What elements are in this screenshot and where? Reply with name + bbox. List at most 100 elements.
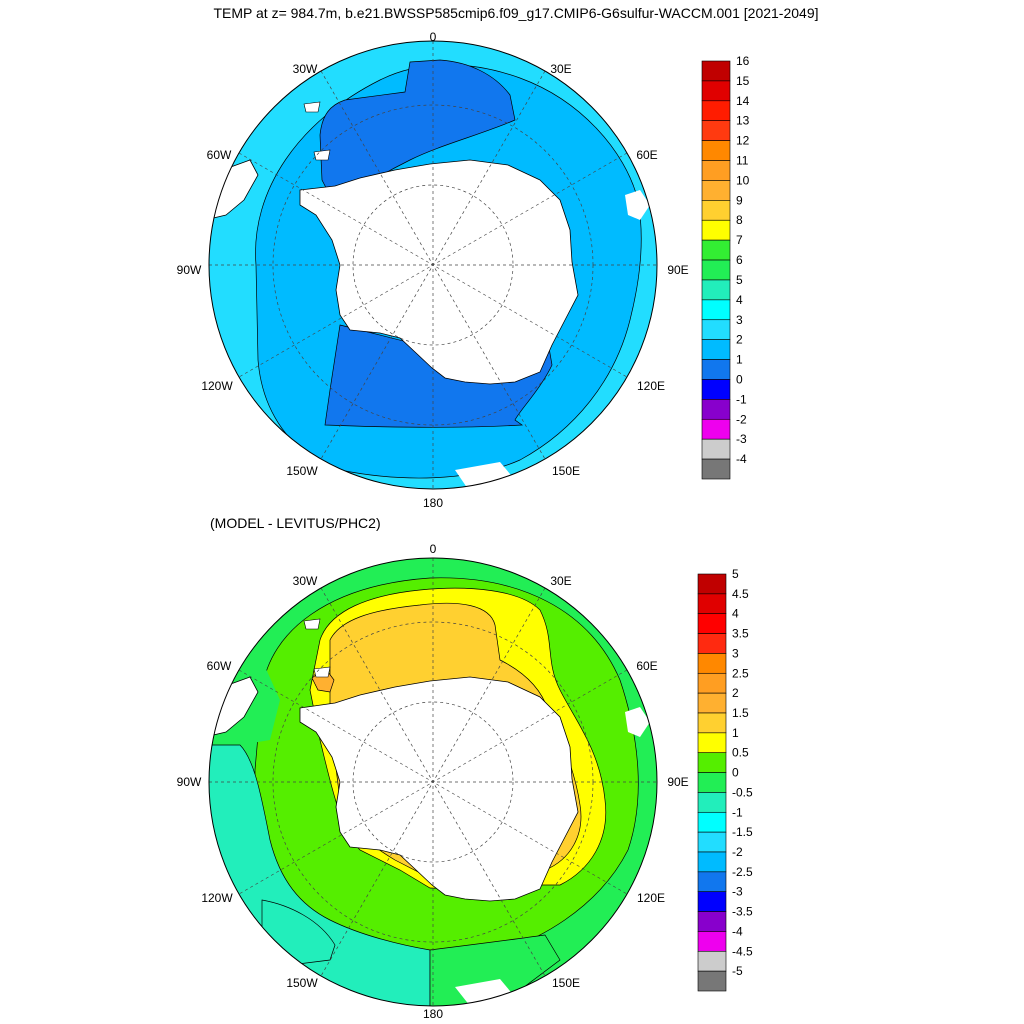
colorbar-swatch [697, 851, 727, 873]
colorbar-swatch [701, 239, 731, 261]
island-small-1 [303, 101, 321, 113]
colorbar-tick-label: 11 [736, 154, 749, 168]
colorbar-swatch [697, 811, 727, 833]
colorbar-swatch [697, 950, 727, 972]
colorbar-swatch [701, 359, 731, 380]
land-fringe-east [625, 707, 650, 737]
colorbar-swatch [697, 792, 727, 813]
island-small-2 [313, 666, 331, 678]
colorbar-swatch [701, 100, 731, 122]
colorbar-tick-label: 1 [732, 726, 739, 740]
lon-label-120e: 120E [637, 891, 665, 905]
island-small-2 [313, 149, 331, 161]
lon-label-60e: 60E [636, 659, 657, 673]
colorbar-tick-label: -3 [736, 432, 747, 446]
lon-label-120e: 120E [637, 379, 665, 393]
colorbar-tick-label: 3 [736, 313, 743, 327]
lon-label-180: 180 [423, 1007, 443, 1021]
colorbar-tick-label: -2 [732, 845, 743, 859]
colorbar-tick-label: 6 [736, 253, 743, 267]
land-fringe-south [455, 462, 515, 489]
colorbar-tick-label: -3.5 [732, 905, 753, 919]
colorbar-swatch [701, 299, 731, 321]
figure-subtitle: (MODEL - LEVITUS/PHC2) [210, 515, 381, 531]
colorbar-tick-label: 2.5 [732, 666, 749, 680]
lon-label-90w: 90W [177, 775, 202, 789]
colorbar-swatch [701, 140, 731, 161]
colorbar-swatch [701, 399, 731, 420]
colorbar-swatch [701, 219, 731, 241]
lon-label-150w: 150W [286, 976, 318, 990]
colorbar-tick-label: 0.5 [732, 746, 749, 760]
colorbar-swatch [697, 772, 727, 793]
colorbar-tick-label: 8 [736, 213, 743, 227]
colorbar-tick-label: -1.5 [732, 825, 753, 839]
colorbar-tick-label: 2 [732, 686, 739, 700]
lon-label-30e: 30E [550, 62, 571, 76]
lon-label-0: 0 [430, 542, 437, 556]
colorbar-tick-label: -1 [732, 805, 743, 819]
lon-label-90w: 90W [177, 263, 202, 277]
lon-label-120w: 120W [201, 891, 233, 905]
lon-label-0: 0 [430, 30, 437, 44]
colorbar-swatch [701, 279, 731, 301]
colorbar-tick-label: 12 [736, 134, 750, 148]
lon-label-120w: 120W [201, 379, 233, 393]
colorbar-tick-label: 3.5 [732, 627, 749, 641]
map-border-difference [208, 557, 658, 1007]
lon-label-90e: 90E [667, 263, 688, 277]
longitude-labels-model: 0 30E 60E 90E 120E 150E 180 150W 120W 90… [177, 30, 689, 510]
colorbar-swatch [701, 80, 731, 102]
colorbar-swatch [697, 831, 727, 853]
colorbar-tick-label: 1.5 [732, 706, 749, 720]
colorbar-tick-label: 5 [736, 273, 743, 287]
colorbar-tick-label: 1 [736, 353, 743, 367]
land-fringe-east [625, 190, 650, 220]
lon-label-30e: 30E [550, 574, 571, 588]
colorbar-swatch [697, 970, 727, 992]
lon-label-30w: 30W [293, 574, 318, 588]
colorbar-tick-label: 5 [732, 567, 739, 581]
colorbar-tick-label: 3 [732, 646, 739, 660]
colorbar-swatch [701, 180, 731, 201]
lon-label-60w: 60W [207, 148, 232, 162]
colorbar-difference: 5 4.5 4 3.5 3 2.5 2 1.5 1 0.5 0 -0.5 -1 -1.5 -2 -2.5 -3 -… [697, 567, 753, 992]
antarctica [299, 676, 579, 902]
colorbar-tick-label: 15 [736, 74, 750, 88]
lon-label-150w: 150W [286, 464, 318, 478]
colorbar-tick-label: 4.5 [732, 587, 749, 601]
island-small-1 [303, 618, 321, 630]
colorbar-tick-label: 0 [736, 372, 743, 386]
colorbar-swatch [697, 732, 727, 754]
longitude-labels-difference: 0 30E 60E 90E 120E 150E 180 150W 120W 90… [177, 542, 689, 1021]
map-panel-difference: 0 30E 60E 90E 120E 150E 180 150W 120W 90… [177, 542, 753, 1021]
colorbar-swatch [701, 458, 731, 480]
colorbar-swatch [697, 871, 727, 893]
colorbar-swatch [701, 418, 731, 440]
colorbar-swatch [697, 593, 727, 615]
map-panel-model: 0 30E 60E 90E 120E 150E 180 150W 120W 90… [177, 30, 750, 510]
graticule-model [209, 41, 657, 489]
lon-label-180: 180 [423, 496, 443, 510]
colorbar-tick-label: -2 [736, 412, 747, 426]
colorbar-swatch [697, 931, 727, 952]
colorbar-swatch [701, 60, 731, 82]
lon-label-90e: 90E [667, 775, 688, 789]
figure-title: TEMP at z= 984.7m, b.e21.BWSSP585cmip6.f… [213, 5, 818, 21]
colorbar-tick-label: 14 [736, 94, 750, 108]
colorbar-tick-label: -4 [732, 924, 743, 938]
colorbar-swatch [701, 259, 731, 281]
colorbar-swatch [701, 438, 731, 460]
colorbar-swatch [697, 573, 727, 595]
colorbar-tick-label: 2 [736, 333, 743, 347]
colorbar-tick-label: -5 [732, 964, 743, 978]
colorbar-tick-label: -4.5 [732, 944, 753, 958]
colorbar-swatch [701, 120, 731, 141]
lon-label-60e: 60E [636, 148, 657, 162]
colorbar-swatch [697, 653, 727, 674]
colorbar-tick-label: 9 [736, 193, 743, 207]
colorbar-tick-label: 4 [736, 293, 743, 307]
lon-label-150e: 150E [552, 464, 580, 478]
